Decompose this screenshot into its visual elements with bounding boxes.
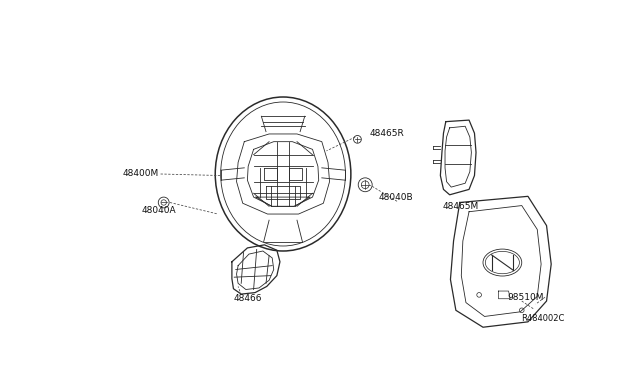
Text: 48465R: 48465R: [369, 129, 404, 138]
Text: R484002C: R484002C: [521, 314, 564, 323]
Text: 48040B: 48040B: [378, 193, 413, 202]
Text: 48040A: 48040A: [142, 206, 177, 215]
Text: 48400M: 48400M: [123, 170, 159, 179]
Text: 48465M: 48465M: [443, 202, 479, 211]
Text: 98510M: 98510M: [507, 293, 543, 302]
Text: 48466: 48466: [234, 294, 262, 303]
